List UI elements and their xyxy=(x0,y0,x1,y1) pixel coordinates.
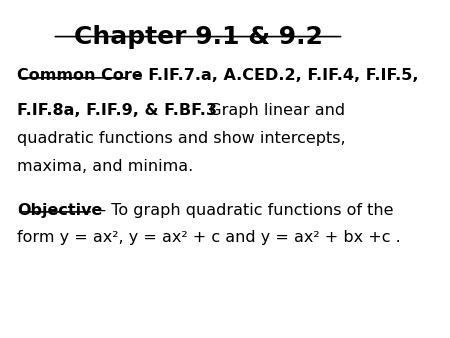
Text: Common Core: Common Core xyxy=(17,68,143,83)
Text: Graph linear and: Graph linear and xyxy=(199,103,345,118)
Text: – To graph quadratic functions of the: – To graph quadratic functions of the xyxy=(93,202,393,218)
Text: form y = ax², y = ax² + c and y = ax² + bx +c .: form y = ax², y = ax² + c and y = ax² + … xyxy=(17,230,401,245)
Text: quadratic functions and show intercepts,: quadratic functions and show intercepts, xyxy=(17,131,346,146)
Text: maxima, and minima.: maxima, and minima. xyxy=(17,159,194,174)
Text: Objective: Objective xyxy=(17,202,103,218)
Text: Chapter 9.1 & 9.2: Chapter 9.1 & 9.2 xyxy=(73,25,322,49)
Text: F.IF.8a, F.IF.9, & F.BF.3: F.IF.8a, F.IF.9, & F.BF.3 xyxy=(17,103,217,118)
Text: – F.IF.7.a, A.CED.2, F.IF.4, F.IF.5,: – F.IF.7.a, A.CED.2, F.IF.4, F.IF.5, xyxy=(129,68,418,83)
